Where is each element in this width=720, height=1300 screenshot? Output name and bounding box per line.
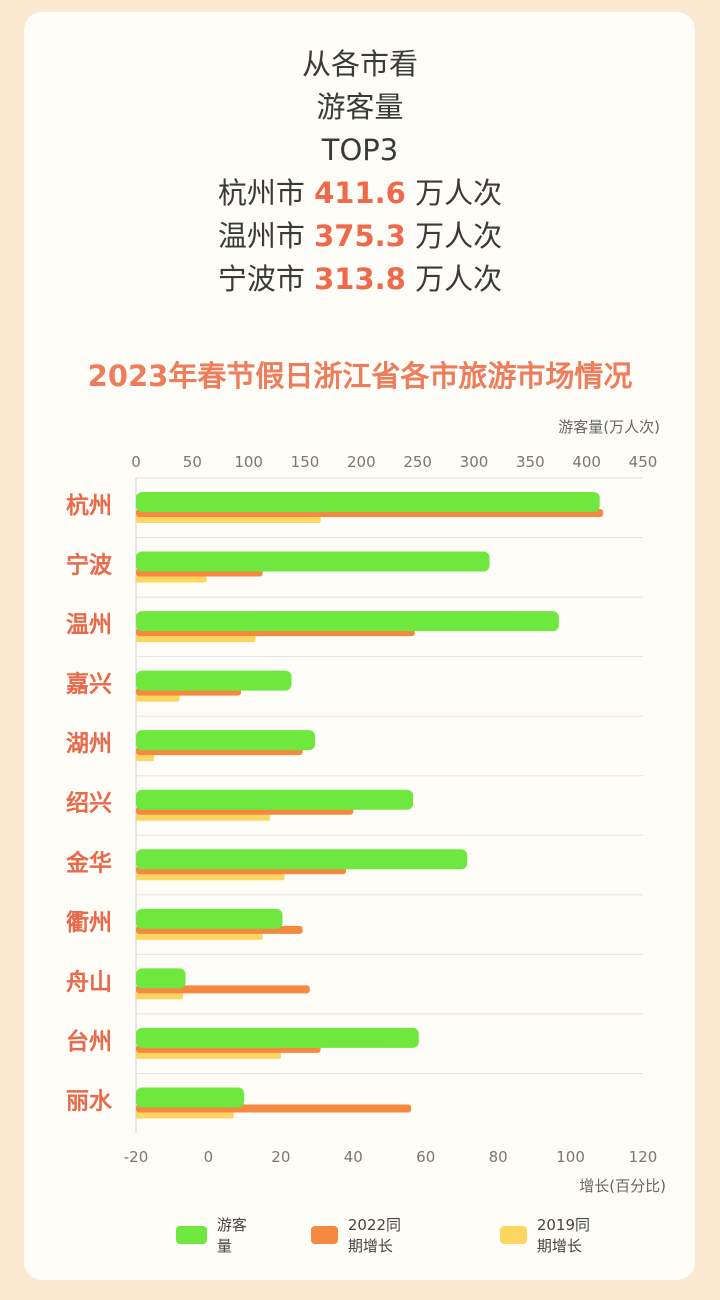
category-label: 绍兴 [66,790,112,817]
legend-item: 游客量 [176,1214,247,1256]
top-tick-label: 0 [131,453,141,471]
headline-line: 游客量 [316,90,404,124]
top-city-unit: 万人次 [415,262,503,296]
headline-line: 从各市看 [301,47,418,81]
top-city-value: 313.8 [314,262,406,296]
headline-top-city: 杭州市 411.6 万人次 [0,173,720,213]
legend-item: 2019同期增长 [500,1214,594,1256]
bar-2019-growth [136,694,180,702]
category-label: 杭州 [66,492,112,519]
bar-visitors [136,611,559,632]
top-city-unit: 万人次 [415,219,503,253]
bar-2019-growth [136,992,184,1000]
bottom-tick-label: -20 [124,1148,149,1166]
top-tick-label: 50 [183,453,202,471]
category-label: 衢州 [66,909,112,936]
top-tick-label: 150 [291,453,320,471]
category-label: 嘉兴 [66,672,112,698]
bar-2019-growth [136,873,285,881]
bottom-tick-label: 20 [271,1148,290,1166]
bar-visitors [136,1027,419,1048]
bar-visitors [136,908,283,929]
top-tick-label: 450 [629,453,658,471]
bar-visitors [136,1087,245,1108]
bar-visitors [136,670,292,691]
bar-2019-growth [136,1111,234,1119]
bar-2019-growth [136,575,207,583]
legend-label: 游客量 [216,1216,247,1255]
chart-title: 2023年春节假日浙江省各市旅游市场情况 [87,359,633,393]
top-tick-label: 300 [460,453,489,471]
bottom-tick-label: 0 [204,1148,214,1166]
category-label: 温州 [66,612,112,638]
bar-visitors [136,730,316,751]
bottom-tick-label: 80 [489,1148,508,1166]
legend-swatch [311,1226,338,1244]
legend-swatch [500,1226,527,1244]
legend-label: 2019同期增长 [536,1216,591,1255]
category-label: 舟山 [66,968,112,995]
legend-label: 2022同期增长 [347,1216,402,1255]
bar-visitors [136,849,468,870]
bar-2019-growth [136,635,256,643]
top-axis-label: 游客量(万人次) [558,418,660,436]
top-city-value: 375.3 [314,219,406,253]
top-tick-label: 400 [572,453,601,471]
headline-line: TOP3 [321,133,399,167]
top-city-name: 温州市 [217,219,305,253]
bar-2019-growth [136,813,270,821]
top-city-unit: 万人次 [415,176,503,210]
bottom-tick-label: 100 [556,1148,585,1166]
top-tick-label: 250 [403,453,432,471]
bar-2019-growth [136,1051,281,1059]
bar-2019-growth [136,754,155,762]
bar-visitors [136,492,600,512]
category-label: 湖州 [66,731,112,757]
top-tick-label: 350 [516,453,545,471]
legend-swatch [176,1226,207,1244]
legend-item: 2022同期增长 [311,1214,405,1256]
category-label: 台州 [66,1028,112,1055]
headline-top-city: 宁波市 313.8 万人次 [0,259,720,299]
bottom-tick-label: 40 [344,1148,363,1166]
bottom-axis-label: 增长(百分比) [579,1177,666,1195]
category-label: 丽水 [66,1088,113,1114]
bar-visitors [136,551,490,572]
top-tick-label: 200 [347,453,376,471]
bottom-tick-label: 120 [629,1148,658,1166]
bar-visitors [136,789,414,810]
top-city-name: 杭州市 [217,176,305,210]
top-city-name: 宁波市 [217,262,305,296]
bar-2019-growth [136,516,321,523]
top-tick-label: 100 [234,453,263,471]
category-label: 金华 [65,849,112,876]
top-city-value: 411.6 [314,176,406,210]
bar-2019-growth [136,932,263,940]
headline-top-city: 温州市 375.3 万人次 [0,216,720,256]
bar-visitors [136,968,186,989]
category-label: 宁波 [66,552,113,579]
bottom-tick-label: 60 [416,1148,435,1166]
